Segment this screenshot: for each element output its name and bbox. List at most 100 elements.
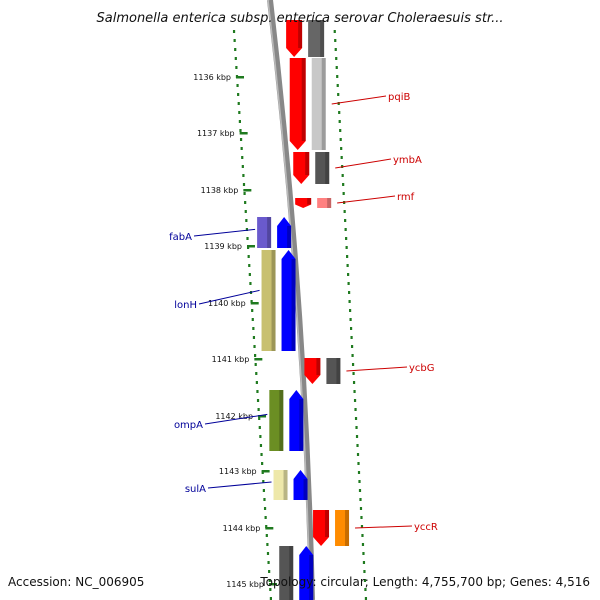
- gene-sula-cog-box-shade: [283, 470, 288, 500]
- ruler-dot-left: [234, 57, 237, 60]
- map-title: Salmonella enterica subsp. enterica sero…: [97, 11, 504, 26]
- gene-rmf-cog-box[interactable]: [317, 198, 332, 208]
- gene-ymba-arrow[interactable]: [293, 152, 310, 184]
- ruler-tick: [246, 245, 255, 248]
- gene-ycbg-arrow[interactable]: [304, 358, 321, 384]
- ruler-dot-left: [250, 300, 253, 303]
- accession-text: Accession: NC_006905: [8, 575, 144, 589]
- ruler-dot-left: [237, 102, 240, 105]
- ruler-dot-left: [258, 417, 261, 420]
- ruler-dot-right: [354, 408, 357, 411]
- gene-faba-arrow-shade: [287, 226, 292, 248]
- gene-ompa-arrow[interactable]: [289, 390, 304, 451]
- gene-sula-label[interactable]: sulA: [185, 484, 206, 495]
- ruler-dot-right: [359, 507, 363, 510]
- gene-partial-arrow-shade: [298, 20, 303, 48]
- ruler-dot-left: [241, 165, 244, 168]
- ruler-tick-label: 1141 kbp: [212, 355, 250, 364]
- ruler-tick: [236, 76, 245, 79]
- gene-sula-cog-box[interactable]: [273, 470, 288, 500]
- gene-pqib-label[interactable]: pqiB: [388, 92, 410, 103]
- ruler-dot-left: [239, 129, 242, 132]
- gene-ompa-cog-box[interactable]: [269, 390, 284, 451]
- ruler-dot-right: [363, 579, 367, 582]
- gene-sula-arrow[interactable]: [293, 470, 308, 500]
- ruler-dot-right: [348, 300, 351, 303]
- ruler-dot-left: [236, 84, 239, 87]
- ruler-dot-left: [245, 219, 248, 222]
- ruler-dot-left: [251, 318, 254, 321]
- ruler-dot-right: [358, 480, 361, 483]
- ruler-dot-right: [362, 552, 365, 555]
- ruler-dot-right: [344, 219, 347, 222]
- ruler-dot-left: [260, 453, 263, 456]
- gene-ycbg-leader: [346, 366, 408, 372]
- gene-ompa-label[interactable]: ompA: [174, 420, 203, 431]
- ruler-dot-right: [334, 39, 337, 42]
- ruler-dot-right: [348, 291, 351, 294]
- ruler-tick-label: 1140 kbp: [208, 299, 246, 308]
- ruler-dot-left: [241, 156, 244, 159]
- gene-ycbg-cog-box[interactable]: [326, 358, 341, 384]
- gene-lonh-leader: [198, 289, 260, 305]
- gene-pqib-cog-box[interactable]: [311, 58, 326, 150]
- ruler-dot-right: [345, 237, 348, 240]
- ruler-dot-right: [344, 228, 347, 231]
- gene-partial-cog-box[interactable]: [279, 546, 294, 600]
- gene-pqib-leader: [331, 95, 387, 105]
- ruler-dot-left: [265, 525, 268, 528]
- gene-faba-cog-box[interactable]: [257, 217, 272, 248]
- gene-faba-label[interactable]: fabA: [169, 232, 192, 243]
- ruler-dot-left: [243, 192, 246, 195]
- ruler-dot-left: [255, 381, 258, 384]
- ruler-dot-right: [352, 372, 355, 375]
- ruler-dot-left: [263, 507, 267, 510]
- ruler-tick: [254, 358, 263, 361]
- tick-group: 1136 kbp 1137 kbp 1138 kbp 1139 kbp 1140 kbp…: [193, 30, 368, 600]
- ruler-tick-label: 1136 kbp: [193, 73, 231, 82]
- ruler-dot-left: [259, 444, 263, 447]
- gene-faba-cog-box-shade: [267, 217, 272, 248]
- ruler-dot-left: [247, 255, 250, 258]
- ruler-dot-right: [346, 264, 349, 267]
- ruler-tick-label: 1142 kbp: [215, 412, 253, 421]
- gene-rmf-arrow-shade: [307, 198, 312, 205]
- gene-partial-arrow[interactable]: [299, 546, 314, 600]
- ruler-tick-label: 1138 kbp: [201, 186, 239, 195]
- gene-rmf-label[interactable]: rmf: [397, 192, 415, 203]
- ruler-dot-left: [261, 462, 264, 465]
- gene-lonh-cog-box[interactable]: [261, 250, 276, 351]
- ruler-dot-left: [265, 534, 268, 537]
- gene-partial-arrow[interactable]: [286, 20, 303, 57]
- ruler-dot-left: [244, 201, 247, 204]
- ruler-dot-left: [268, 579, 271, 582]
- gene-pqib-arrow[interactable]: [289, 58, 306, 150]
- ruler-dot-right: [343, 210, 346, 213]
- gene-faba-arrow[interactable]: [277, 217, 292, 248]
- ruler-dot-right: [354, 417, 358, 420]
- gene-lonh-arrow-shade: [291, 259, 296, 351]
- ruler-dot-right: [359, 498, 362, 501]
- gene-ymba-cog-box[interactable]: [315, 152, 330, 184]
- gene-yccr-arrow[interactable]: [313, 510, 330, 546]
- gene-yccr-cog-box[interactable]: [335, 510, 350, 546]
- gene-partial-cog-box[interactable]: [308, 20, 325, 57]
- gene-ymba-label[interactable]: ymbA: [393, 155, 422, 166]
- summary-text: Topology: circular; Length: 4,755,700 bp…: [259, 575, 590, 589]
- ruler-dot-left: [262, 480, 265, 483]
- ruler-dot-left: [269, 597, 273, 600]
- gene-lonh-label[interactable]: lonH: [174, 300, 197, 311]
- ruler-tick: [239, 132, 248, 135]
- gene-rmf-leader: [337, 195, 396, 204]
- ruler-dot-right: [353, 399, 357, 402]
- ruler-dot-left: [233, 39, 236, 42]
- gene-ycbg-label[interactable]: ycbG: [409, 363, 435, 374]
- gene-ompa-arrow-shade: [299, 399, 304, 451]
- gene-rmf-arrow[interactable]: [295, 198, 312, 208]
- ruler-dot-right: [362, 561, 366, 564]
- gene-lonh-arrow[interactable]: [281, 250, 296, 351]
- ruler-dot-left: [252, 327, 255, 330]
- ruler-tick: [261, 470, 270, 473]
- gene-yccr-label[interactable]: yccR: [414, 522, 438, 533]
- gene-yccr-cog-box-shade: [345, 510, 350, 546]
